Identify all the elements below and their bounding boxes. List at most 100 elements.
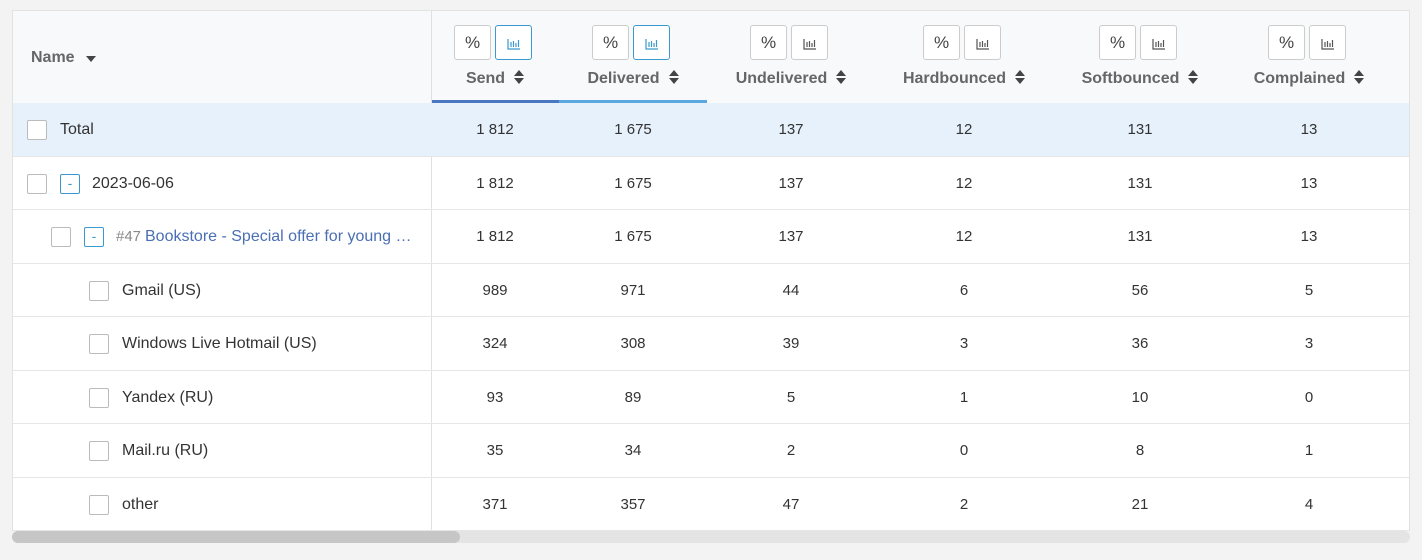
metric-value: 324 [482,335,508,352]
metric-value: 44 [782,281,800,299]
chart-button[interactable] [1140,25,1177,60]
metric-value: 12 [955,174,973,192]
metric-value: 371 [482,495,508,513]
metric-value: 2 [786,442,796,459]
table-row: Windows Live Hotmail (US) 324 308 39 3 36 3 [13,317,1409,371]
percent-button[interactable]: % [923,25,960,60]
row-label: Gmail (US) [122,281,202,299]
percent-button[interactable]: % [454,25,491,60]
row-checkbox[interactable] [89,441,109,461]
campaign-link[interactable]: Bookstore - Special offer for young … [145,228,412,245]
metric-value: 4 [1304,495,1314,513]
metric-value: 131 [1127,121,1153,138]
column-header[interactable]: Complained [1209,69,1409,90]
sort-icon[interactable] [1188,70,1199,88]
row-checkbox[interactable] [27,120,47,140]
column-title[interactable]: Softbounced [1081,70,1180,87]
metric-value: 1 [1304,442,1314,459]
metric-value: 1 675 [614,121,652,138]
table-row: Mail.ru (RU) 35 34 2 0 8 1 [13,424,1409,478]
campaign-id: #47 [116,228,142,245]
metric-value: 93 [486,388,504,406]
row-checkbox[interactable] [27,173,47,194]
metric-value: 5 [786,388,796,406]
metric-value: 8 [1135,442,1145,459]
collapse-toggle[interactable]: - [84,227,104,247]
row-label: Total [60,121,94,138]
chart-button[interactable] [495,25,532,60]
table-row: -2023-06-06 1 812 1 675 137 12 131 13 [13,157,1409,210]
percent-button[interactable]: % [750,25,787,60]
chart-button[interactable] [964,25,1001,60]
active-underline [559,100,707,103]
metric-value: 1 812 [476,174,514,192]
row-checkbox[interactable] [89,334,109,354]
row-label: Mail.ru (RU) [122,442,209,459]
metric-value: 12 [955,121,973,138]
column-divider [431,11,432,532]
column-header[interactable]: Undelivered [691,69,891,90]
metric-value: 137 [778,174,804,192]
metric-value: 137 [778,228,804,245]
column-title[interactable]: Undelivered [735,70,828,87]
table-row: - #47 Bookstore - Special offer for young … [13,210,1409,264]
metric-value: 1 [959,388,969,406]
table-row: other 371 357 47 2 21 4 [13,478,1409,531]
metric-value: 1 675 [614,174,652,192]
scrollbar-thumb[interactable] [12,531,460,543]
sort-icon[interactable] [1354,70,1365,88]
percent-button[interactable]: % [592,25,629,60]
table: Name % Send% Delivered% Undelivered% Hardbou… [12,10,1410,532]
metric-value: 1 675 [614,228,652,245]
column-header[interactable]: Softbounced [1040,69,1240,90]
column-header[interactable]: Send [395,69,595,90]
chart-button[interactable] [791,25,828,60]
metric-value: 3 [1304,335,1314,352]
metric-value: 6 [959,281,969,299]
metric-value: 5 [1304,281,1314,299]
sort-icon[interactable] [668,70,679,88]
metric-value: 2 [959,495,969,513]
column-header[interactable]: Delivered [533,69,733,90]
sort-icon [86,56,96,62]
row-label: Yandex (RU) [122,388,214,406]
metric-value: 971 [620,281,646,299]
table-row: Total 1 812 1 675 137 12 131 13 [13,103,1409,157]
row-checkbox[interactable] [89,280,109,301]
column-title[interactable]: Hardbounced [902,70,1007,87]
scrollbar[interactable] [12,531,1410,543]
sort-icon[interactable] [836,70,847,88]
metric-value: 0 [959,442,969,459]
chart-button[interactable] [633,25,670,60]
metric-value: 1 812 [476,228,514,245]
metric-value: 0 [1304,388,1314,406]
metric-value: 357 [620,495,646,513]
metric-value: 21 [1131,495,1149,513]
table-row: Gmail (US) 989 971 44 6 56 5 [13,264,1409,317]
metric-value: 3 [959,335,969,352]
metric-value: 13 [1300,174,1318,192]
metric-value: 34 [624,442,642,459]
metric-value: 137 [778,121,804,138]
chart-button[interactable] [1309,25,1346,60]
row-label: 2023-06-06 [92,174,174,192]
table-row: Yandex (RU) 93 89 5 1 10 0 [13,371,1409,424]
metric-value: 47 [782,495,800,513]
sort-icon[interactable] [1015,70,1026,88]
row-label: Windows Live Hotmail (US) [122,335,317,352]
metric-value: 989 [482,281,508,299]
column-title[interactable]: Complained [1253,70,1346,87]
name-header[interactable]: Name [31,49,75,66]
row-checkbox[interactable] [51,227,71,247]
column-title[interactable]: Delivered [587,70,660,87]
sort-icon[interactable] [514,70,525,88]
column-title[interactable]: Send [465,70,506,87]
row-checkbox[interactable] [89,494,109,515]
metric-value: 131 [1127,174,1153,192]
collapse-toggle[interactable]: - [60,173,80,194]
percent-button[interactable]: % [1099,25,1136,60]
row-checkbox[interactable] [89,387,109,408]
column-header[interactable]: Hardbounced [864,69,1064,90]
percent-button[interactable]: % [1268,25,1305,60]
